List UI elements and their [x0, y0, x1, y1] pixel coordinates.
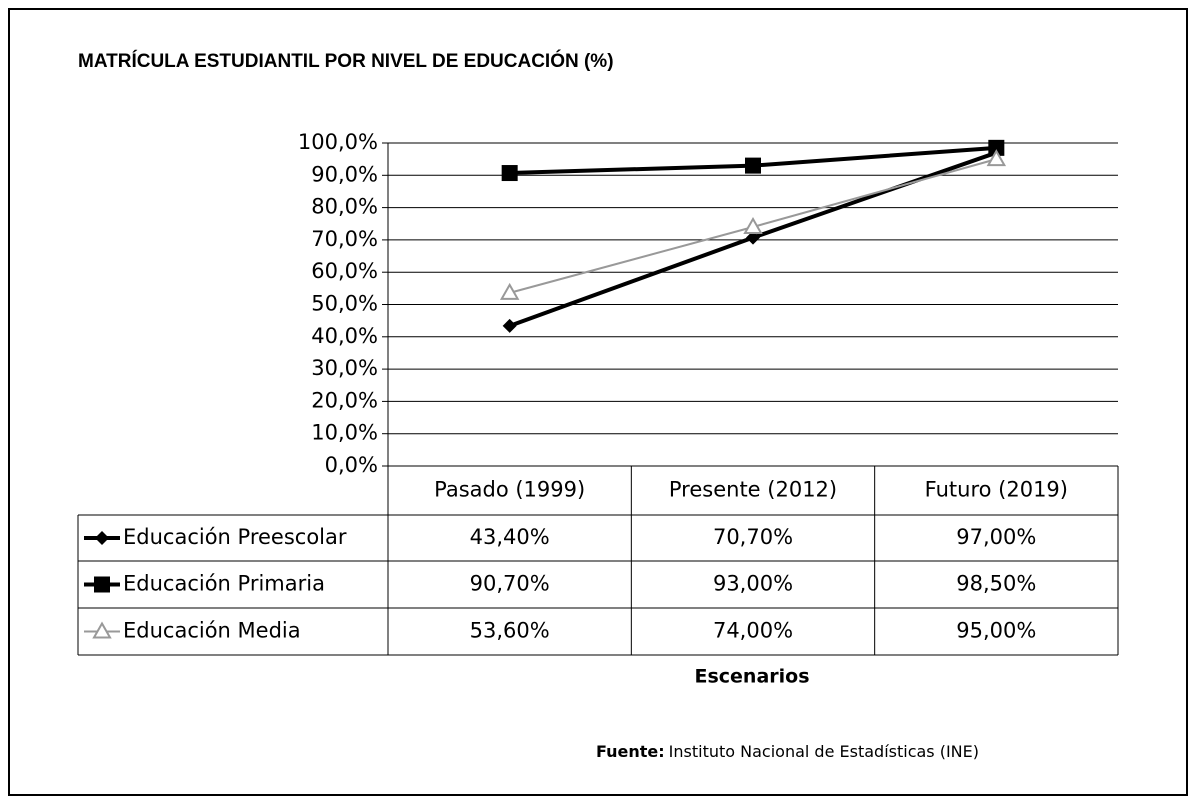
y-tick-label: 20,0%: [311, 388, 378, 412]
data-label: 74,00%: [713, 619, 793, 643]
y-tick-label: 90,0%: [311, 162, 378, 186]
y-tick-label: 30,0%: [311, 356, 378, 380]
data-label: 43,40%: [470, 525, 550, 549]
marker: [986, 149, 1007, 167]
data-label: 95,00%: [956, 619, 1036, 643]
y-tick-label: 100,0%: [298, 130, 378, 154]
data-label: 97,00%: [956, 525, 1036, 549]
data-label: 53,60%: [470, 619, 550, 643]
marker: [499, 282, 520, 300]
source: Fuente: Instituto Nacional de Estadística…: [596, 742, 979, 761]
x-axis-title: Escenarios: [694, 666, 809, 688]
chart-title: MATRÍCULA ESTUDIANTIL POR NIVEL DE EDUCA…: [78, 50, 614, 72]
source-text: Instituto Nacional de Estadísticas (INE): [669, 742, 979, 761]
marker: [743, 216, 763, 234]
marker: [501, 165, 518, 182]
legend-label: Educación Preescolar: [123, 525, 347, 549]
x-tick-label: Futuro (2019): [925, 478, 1068, 502]
y-tick-label: 70,0%: [311, 227, 378, 251]
marker: [502, 318, 517, 333]
legend-marker: [95, 531, 109, 545]
x-tick-label: Presente (2012): [669, 478, 837, 502]
y-tick-label: 0,0%: [325, 453, 378, 477]
x-tick-label: Pasado (1999): [434, 478, 585, 502]
data-label: 90,70%: [470, 572, 550, 596]
frame: [8, 8, 1188, 796]
y-tick-label: 60,0%: [311, 259, 378, 283]
data-label: 98,50%: [956, 572, 1036, 596]
y-tick-label: 40,0%: [311, 324, 378, 348]
data-label: 93,00%: [713, 572, 793, 596]
legend-marker: [92, 621, 112, 639]
marker: [745, 157, 761, 174]
y-tick-label: 50,0%: [311, 292, 378, 316]
source-label: Fuente:: [596, 742, 665, 761]
data-label: 70,70%: [713, 525, 793, 549]
y-tick-label: 80,0%: [311, 195, 378, 219]
legend-marker: [94, 576, 110, 593]
marker: [746, 230, 760, 245]
marker: [988, 139, 1005, 156]
legend-label: Educación Media: [123, 619, 301, 643]
legend-label: Educación Primaria: [123, 572, 325, 596]
y-tick-label: 10,0%: [311, 421, 378, 445]
